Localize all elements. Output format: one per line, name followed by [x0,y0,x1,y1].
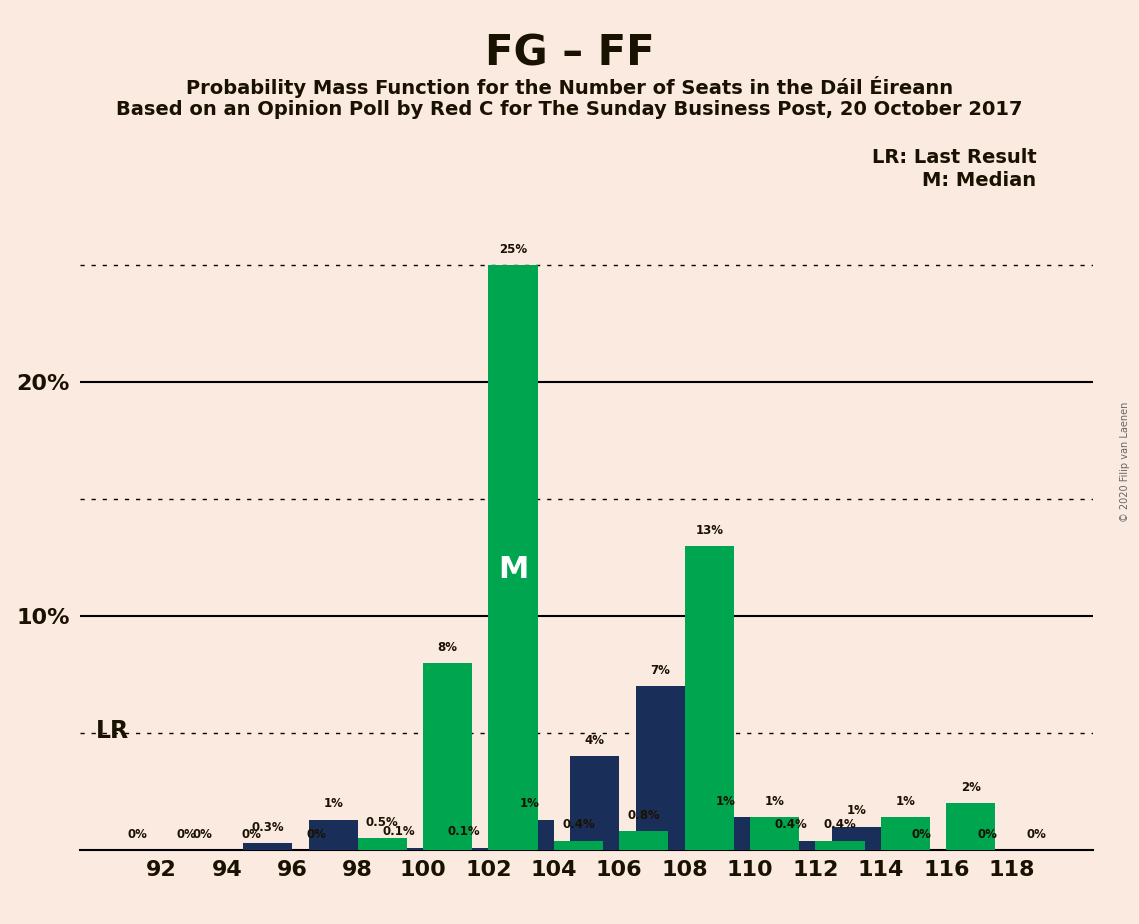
Text: 0%: 0% [128,828,147,841]
Text: 0%: 0% [1026,828,1046,841]
Bar [767,841,816,850]
Text: LR: Last Result: LR: Last Result [871,148,1036,167]
Text: 1%: 1% [895,795,916,808]
Bar [309,820,358,850]
Text: 1%: 1% [519,797,539,810]
Text: M: Median: M: Median [923,171,1036,190]
Text: 25%: 25% [499,243,527,256]
Text: 4%: 4% [584,735,605,748]
Bar [700,818,751,850]
Text: LR: LR [96,719,129,743]
Bar [358,838,407,850]
Bar [505,820,554,850]
Bar [440,847,489,850]
Text: 0.8%: 0.8% [628,809,661,822]
Text: 13%: 13% [695,524,723,537]
Bar [554,841,603,850]
Text: 0.3%: 0.3% [252,821,284,833]
Bar [244,843,293,850]
Bar [880,818,929,850]
Text: 0%: 0% [306,828,327,841]
Text: 0.5%: 0.5% [366,816,399,829]
Bar [751,818,800,850]
Text: 0%: 0% [192,828,212,841]
Bar [423,663,473,850]
Text: 0%: 0% [241,828,261,841]
Text: 0.4%: 0.4% [823,819,857,832]
Text: 1%: 1% [715,795,736,808]
Bar [816,841,865,850]
Text: 0.4%: 0.4% [562,819,595,832]
Text: 2%: 2% [961,781,981,794]
Text: 0%: 0% [977,828,997,841]
Text: 0%: 0% [177,828,196,841]
Text: Probability Mass Function for the Number of Seats in the Dáil Éireann: Probability Mass Function for the Number… [186,76,953,98]
Text: Based on an Opinion Poll by Red C for The Sunday Business Post, 20 October 2017: Based on an Opinion Poll by Red C for Th… [116,100,1023,119]
Text: 0.4%: 0.4% [775,819,808,832]
Bar [947,803,995,850]
Text: © 2020 Filip van Laenen: © 2020 Filip van Laenen [1121,402,1130,522]
Text: 0.1%: 0.1% [383,825,415,838]
Bar [685,546,734,850]
Bar [489,265,538,850]
Text: 1%: 1% [323,797,343,810]
Bar [374,847,423,850]
Text: 0%: 0% [912,828,932,841]
Bar [620,832,669,850]
Text: 8%: 8% [437,640,458,653]
Bar [636,687,685,850]
Bar [831,827,880,850]
Text: 1%: 1% [764,795,785,808]
Bar [571,757,620,850]
Text: 0.1%: 0.1% [448,825,481,838]
Text: 7%: 7% [650,664,670,677]
Text: FG – FF: FG – FF [485,32,654,74]
Text: 1%: 1% [846,804,867,818]
Text: M: M [498,554,528,584]
